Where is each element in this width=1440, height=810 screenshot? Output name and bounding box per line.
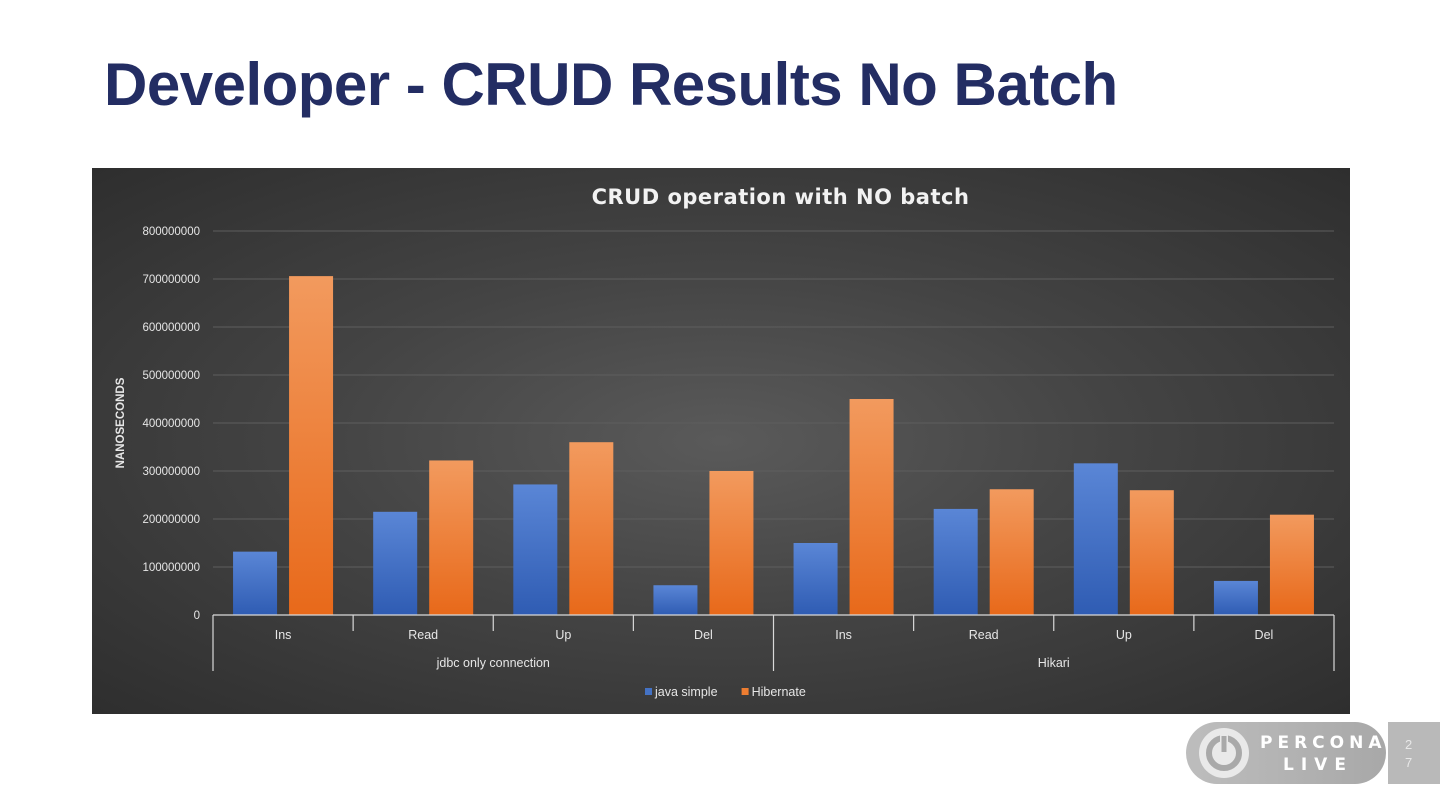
slide-title: Developer - CRUD Results No Batch <box>104 51 1118 118</box>
x-category-label: Read <box>969 628 999 642</box>
y-tick-label: 300000000 <box>142 466 200 478</box>
bar-hibernate <box>989 489 1034 615</box>
bar-hibernate <box>569 442 614 615</box>
y-tick-label: 800000000 <box>142 226 200 238</box>
bar-chart: CRUD operation with NO batch 0 100000000 20… <box>115 185 1335 699</box>
chart-panel: CRUD operation with NO batch 0 100000000 20… <box>92 168 1350 714</box>
bar-java-simple <box>1213 580 1258 615</box>
legend-label: java simple <box>654 685 718 699</box>
bar-java-simple <box>1073 463 1118 615</box>
bar-hibernate <box>849 399 894 615</box>
y-tick-label: 100000000 <box>142 562 200 574</box>
y-axis-label: NANOSECONDS <box>115 377 127 468</box>
bar-java-simple <box>373 511 418 615</box>
y-tick-label: 0 <box>194 610 200 622</box>
bar-java-simple <box>653 585 698 615</box>
logo-word-live: LIVE <box>1283 755 1353 775</box>
x-category-label: Up <box>1116 628 1132 642</box>
logo-word-percona: PERCONA <box>1260 733 1386 753</box>
y-tick-label: 600000000 <box>142 322 200 334</box>
x-group-label: Hikari <box>1038 656 1070 670</box>
x-category-label: Ins <box>275 628 292 642</box>
x-group-label: jdbc only connection <box>436 656 550 670</box>
bar-java-simple <box>233 551 278 615</box>
bar-hibernate <box>429 460 474 615</box>
legend-swatch <box>741 688 749 695</box>
bar-java-simple <box>513 484 558 615</box>
bar-hibernate <box>1269 514 1314 615</box>
y-tick-label: 700000000 <box>142 274 200 286</box>
x-category-label: Ins <box>835 628 852 642</box>
bar-hibernate <box>289 276 334 615</box>
page-number: 2 7 <box>1388 722 1440 784</box>
x-category-label: Del <box>694 628 713 642</box>
y-tick-label: 400000000 <box>142 418 200 430</box>
bar-hibernate <box>709 471 754 615</box>
bar-java-simple <box>793 543 838 615</box>
x-category-label: Del <box>1255 628 1274 642</box>
chart-title: CRUD operation with NO batch <box>592 185 970 209</box>
page-number-digit: 7 <box>1405 755 1413 770</box>
x-category-label: Read <box>408 628 438 642</box>
percona-live-logo: PERCONA LIVE <box>1186 722 1386 784</box>
y-tick-label: 200000000 <box>142 514 200 526</box>
legend-label: Hibernate <box>752 685 806 699</box>
x-category-label: Up <box>555 628 571 642</box>
bar-java-simple <box>933 508 978 615</box>
bar-hibernate <box>1129 490 1174 615</box>
page-number-digit: 2 <box>1405 737 1413 752</box>
legend-swatch <box>645 688 652 695</box>
power-icon <box>1199 728 1249 778</box>
y-tick-label: 500000000 <box>142 370 200 382</box>
